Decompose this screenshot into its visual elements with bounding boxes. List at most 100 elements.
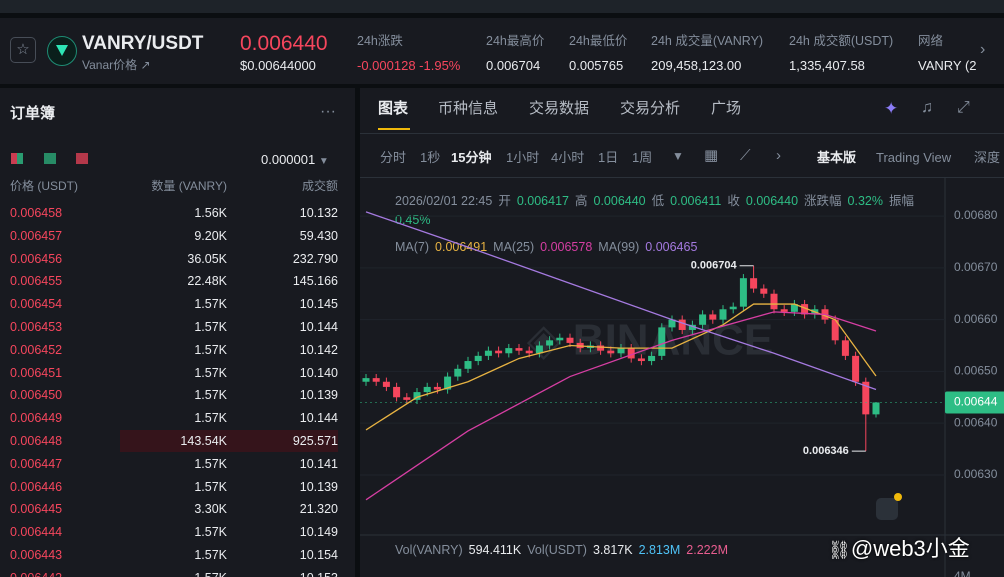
ask-price[interactable]: 0.006443 <box>10 548 63 562</box>
precision-select[interactable]: 0.000001 ▼ <box>261 152 329 167</box>
ask-qty: 1.57K <box>194 297 227 312</box>
candle-body <box>790 304 798 312</box>
ask-price[interactable]: 0.006454 <box>10 297 63 312</box>
ask-total: 10.149 <box>299 525 338 540</box>
candle-body <box>627 348 635 359</box>
ask-price[interactable]: 0.006456 <box>10 251 63 266</box>
ask-price[interactable]: 0.006457 <box>10 228 63 243</box>
col-header: 数量 (VANRY) <box>151 179 227 193</box>
ask-price[interactable]: 0.006449 <box>10 411 63 426</box>
tab[interactable]: 交易分析 <box>620 100 681 117</box>
ask-qty: 1.57K <box>194 411 227 426</box>
ask-price[interactable]: 0.006453 <box>10 320 63 334</box>
view-asks[interactable] <box>76 153 88 164</box>
candle-body <box>525 350 533 354</box>
ma-value: 0.006578 <box>540 240 593 254</box>
vol-value: 3.817K <box>592 543 633 557</box>
stat-value: VANRY (2 <box>918 58 977 73</box>
ask-qty: 1.57K <box>194 525 227 540</box>
ask-qty: 9.20K <box>194 228 227 243</box>
indicator-icon[interactable]: ⟋ <box>740 147 751 164</box>
ask-price[interactable]: 0.006458 <box>10 206 63 220</box>
ask-total: 10.142 <box>299 342 338 357</box>
expand-icon[interactable]: ⤢ <box>957 99 970 116</box>
candle-body <box>770 293 778 310</box>
timeframe[interactable]: 1周 <box>632 150 653 165</box>
ai-icon[interactable]: ✦ <box>884 99 899 118</box>
calendar-icon[interactable]: ▦ <box>704 147 719 164</box>
ask-qty: 1.57K <box>194 342 227 357</box>
tab[interactable]: 币种信息 <box>438 100 499 117</box>
timeframe[interactable]: 1小时 <box>506 150 540 165</box>
ma-line <box>365 303 877 431</box>
tab[interactable]: 图表 <box>378 100 409 117</box>
ohlc-value: 0.006417 <box>516 194 569 208</box>
ohlc-readout: 2026/02/01 22:45 开 0.006417 高 0.006440 低 0.006… <box>395 192 955 230</box>
ask-qty: 1.57K <box>194 572 227 577</box>
timeframe[interactable]: 分时 <box>380 150 407 165</box>
candle-body <box>372 378 380 382</box>
timeframe[interactable]: 1秒 <box>420 150 441 165</box>
vol-label: Vol(VANRY) <box>395 543 463 557</box>
bell-icon[interactable]: ♫ <box>921 99 933 116</box>
ask-total: 21.320 <box>299 502 338 517</box>
ask-qty: 1.56K <box>194 206 227 220</box>
tab[interactable]: 广场 <box>711 100 742 117</box>
ohlc-value: 0.006440 <box>745 194 799 208</box>
candle-body <box>729 306 737 310</box>
candle-body <box>617 348 625 354</box>
ask-price[interactable]: 0.006444 <box>10 525 63 540</box>
ask-price[interactable]: 0.006451 <box>10 365 63 380</box>
ask-total: 59.430 <box>299 228 338 243</box>
view-option[interactable]: 深度 <box>974 150 1001 165</box>
candle-body <box>852 355 860 382</box>
scroll-button[interactable]: › <box>980 41 986 58</box>
candle-body <box>474 355 482 362</box>
view-both[interactable] <box>11 153 23 164</box>
coin-link[interactable]: Vanar价格 ↗ <box>82 58 151 72</box>
ask-price[interactable]: 0.006448 <box>10 434 63 448</box>
candle-body <box>637 358 645 362</box>
candle-body <box>709 314 717 320</box>
tf-dropdown[interactable]: ▼ <box>672 149 684 163</box>
vol-value: 594.411K <box>468 543 522 557</box>
ask-price[interactable]: 0.006446 <box>10 479 63 494</box>
vol-axis-label: 4M <box>954 569 971 577</box>
ohlc-label: 振幅 <box>889 194 915 208</box>
next-icon[interactable]: › <box>776 147 781 164</box>
tab[interactable]: 交易数据 <box>529 100 590 117</box>
ask-total: 925.571 <box>292 434 338 448</box>
ask-total: 10.139 <box>299 479 338 494</box>
ask-qty: 1.57K <box>194 548 227 562</box>
candle-body <box>760 288 768 294</box>
ask-price[interactable]: 0.006445 <box>10 502 63 517</box>
coin-logo <box>47 36 77 66</box>
candle-body <box>658 327 666 356</box>
view-option[interactable]: 基本版 <box>817 150 857 165</box>
note-button[interactable] <box>876 498 898 520</box>
ask-price[interactable]: 0.006442 <box>10 572 62 577</box>
ohlc-value: 0.32% <box>847 194 883 208</box>
ask-price[interactable]: 0.006455 <box>10 274 63 289</box>
timeframe[interactable]: 4小时 <box>551 150 585 165</box>
candle-body <box>413 392 421 400</box>
price-tag-label: 0.00644 <box>954 395 998 409</box>
more-button[interactable]: ··· <box>320 103 336 120</box>
stat-value: 0.006704 <box>486 58 541 73</box>
view-option[interactable]: Trading View <box>876 150 952 165</box>
timeframe[interactable]: 1日 <box>598 150 619 165</box>
favorite-button[interactable]: ☆ <box>10 37 36 63</box>
ohlc-label: 低 <box>651 194 665 208</box>
candle-body <box>750 278 758 289</box>
view-bids[interactable] <box>44 153 56 164</box>
candle-body <box>495 350 503 354</box>
ask-price[interactable]: 0.006450 <box>10 388 63 403</box>
ask-total: 10.132 <box>299 206 338 220</box>
candle-body <box>535 345 543 354</box>
ask-price[interactable]: 0.006452 <box>10 342 63 357</box>
candle-body <box>801 304 809 315</box>
timeframe[interactable]: 15分钟 <box>451 150 492 165</box>
stat-label: 24h 成交量(VANRY) <box>651 34 764 48</box>
ask-price[interactable]: 0.006447 <box>10 456 63 471</box>
